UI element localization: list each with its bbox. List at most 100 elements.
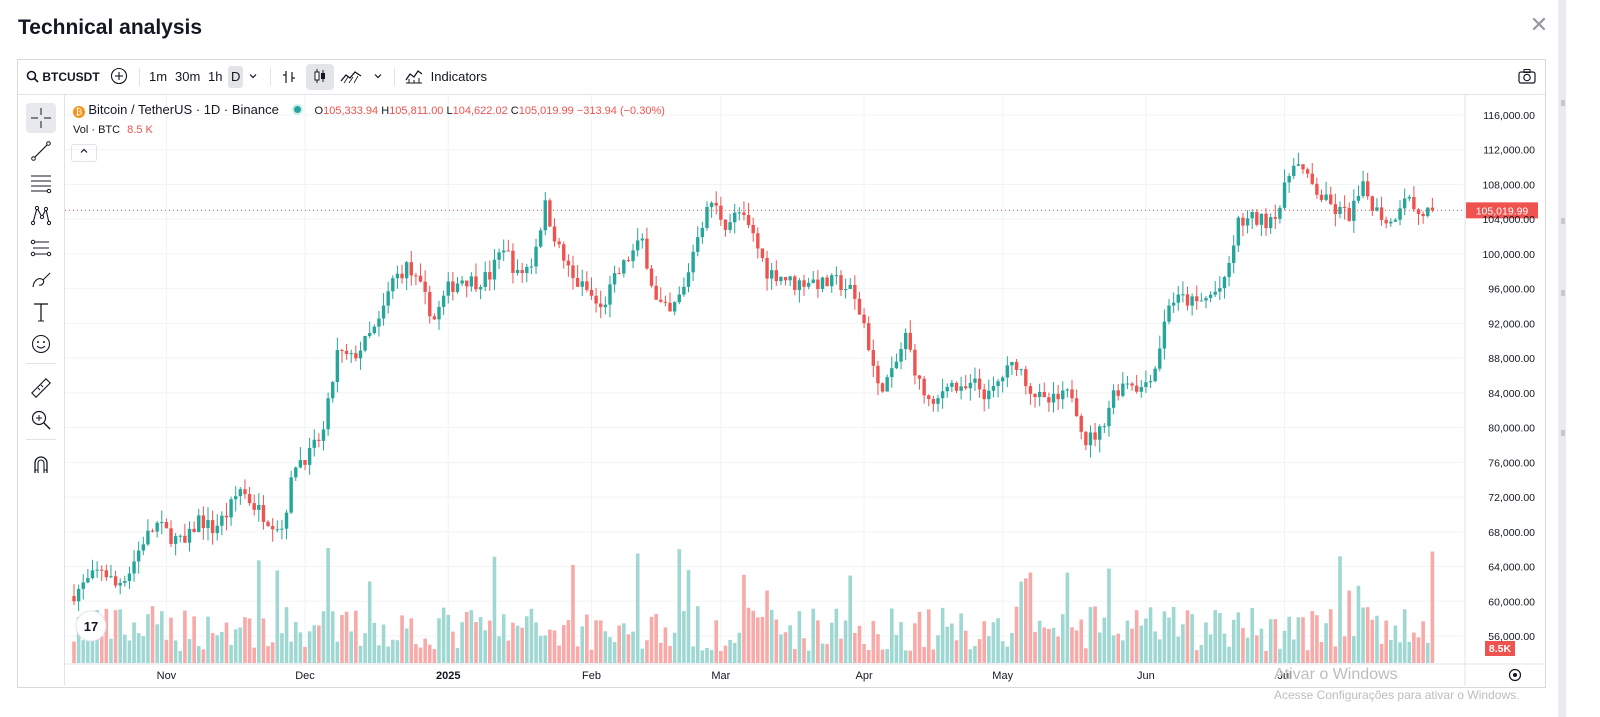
volume-bar	[1255, 635, 1259, 663]
volume-bar	[261, 618, 266, 663]
crosshair-tool[interactable]	[26, 103, 56, 133]
volume-bar	[1204, 622, 1208, 663]
candle-body	[876, 365, 880, 384]
candle-body	[132, 561, 136, 574]
candle-body	[506, 250, 511, 252]
candle-body	[811, 279, 815, 283]
scrollbar[interactable]	[1558, 0, 1566, 717]
volume-bar	[635, 553, 640, 663]
candle-body	[696, 237, 700, 252]
volume-bar	[1384, 620, 1388, 663]
magnet-tool[interactable]	[26, 449, 56, 479]
candle-body	[155, 522, 159, 532]
candle-body	[880, 383, 885, 392]
trend-line-icon	[31, 141, 51, 161]
chart-type-button[interactable]	[340, 60, 362, 94]
candle-body	[428, 291, 432, 317]
timeframe-d[interactable]: D	[228, 66, 244, 88]
candle-body	[654, 285, 658, 300]
timeframe-1m[interactable]: 1m	[149, 69, 168, 84]
candle-body	[455, 283, 460, 292]
volume-bar	[1305, 650, 1310, 663]
candle-body	[1375, 207, 1379, 211]
candle-body	[1264, 213, 1268, 229]
candle-body	[127, 573, 132, 582]
volume-bar	[816, 620, 820, 663]
candle-body	[460, 280, 464, 284]
candle-body	[1130, 383, 1134, 386]
screenshot-button[interactable]	[1518, 60, 1536, 94]
candle-body	[548, 200, 552, 227]
volume-bar	[1259, 628, 1264, 663]
candle-body	[834, 275, 839, 277]
volume-bar	[672, 632, 677, 663]
volume-bar	[474, 622, 478, 663]
candle-body	[1250, 212, 1254, 219]
volume-bar	[455, 648, 460, 663]
volume-bar	[123, 634, 127, 663]
volume-bar	[779, 634, 783, 663]
price-tick-label: 64,000.00	[1488, 562, 1535, 574]
volume-bar	[317, 625, 321, 663]
volume-bar	[834, 608, 839, 663]
trend-line-tool[interactable]	[26, 136, 56, 166]
volume-bar	[1231, 619, 1236, 663]
candle-body	[659, 299, 663, 302]
indicators-label: Indicators	[430, 69, 487, 84]
close-icon[interactable]: ✕	[1529, 12, 1549, 37]
volume-bar	[1273, 619, 1278, 663]
compare-button[interactable]	[110, 60, 128, 94]
candle-body	[317, 439, 321, 441]
candle-body	[1121, 383, 1125, 396]
candle-body	[1245, 218, 1250, 226]
volume-bar	[164, 639, 169, 663]
volume-bar	[252, 647, 256, 663]
bar-style-button[interactable]	[281, 60, 297, 94]
tradingview-logo[interactable]: 17	[75, 610, 107, 642]
price-chart[interactable]: 105,019.99 8.5K 116,000.00 112,000.00 108,0…	[65, 95, 1543, 686]
time-axis: Nov Dec 2025 Feb Mar Apr May Jun Jul	[157, 668, 1522, 682]
crosshair-icon	[31, 108, 51, 128]
measure-tool[interactable]	[26, 373, 56, 403]
last-price-label: 105,019.99	[1476, 205, 1529, 217]
candle-body	[816, 279, 820, 290]
candle-body	[349, 353, 353, 355]
zoom-tool[interactable]	[26, 405, 56, 435]
candle-body	[1305, 169, 1310, 174]
candle-body	[705, 206, 709, 228]
brush-tool[interactable]	[26, 265, 56, 295]
volume-bar	[187, 639, 192, 663]
volume-bar	[1065, 572, 1070, 663]
volume-bar	[1176, 636, 1181, 663]
pattern-tool[interactable]	[26, 200, 56, 230]
chart-type-dropdown[interactable]	[373, 60, 383, 94]
volume-bar	[478, 617, 483, 663]
timeframe-30m[interactable]: 30m	[175, 69, 201, 84]
volume-bar	[1296, 617, 1301, 663]
text-tool[interactable]	[26, 297, 56, 327]
candles-style-button[interactable]	[306, 64, 334, 90]
candle-body	[465, 280, 469, 287]
fib-lines-icon	[31, 175, 52, 194]
candles	[72, 152, 1435, 612]
volume-bar	[594, 620, 598, 663]
volume-bar	[612, 642, 617, 663]
timeframe-1h[interactable]: 1h	[208, 69, 223, 84]
candle-body	[529, 266, 534, 268]
volume-bar	[391, 639, 395, 663]
candle-body	[451, 281, 455, 292]
settings-icon[interactable]	[1508, 668, 1522, 682]
collapse-legend-button[interactable]	[71, 144, 97, 162]
volume-bar	[363, 633, 367, 663]
volume-bar	[1047, 628, 1051, 663]
volume-bar	[1333, 646, 1338, 663]
candle-body	[1426, 207, 1430, 217]
candle-body	[991, 386, 996, 391]
emoji-tool[interactable]	[26, 329, 56, 359]
indicators-button[interactable]: Indicators	[405, 60, 487, 94]
candle-body	[1407, 196, 1411, 199]
projection-tool[interactable]	[26, 233, 56, 263]
symbol-search-button[interactable]: BTCUSDT	[26, 60, 100, 94]
fib-tool[interactable]	[26, 168, 56, 198]
timeframe-dropdown[interactable]	[248, 60, 258, 94]
